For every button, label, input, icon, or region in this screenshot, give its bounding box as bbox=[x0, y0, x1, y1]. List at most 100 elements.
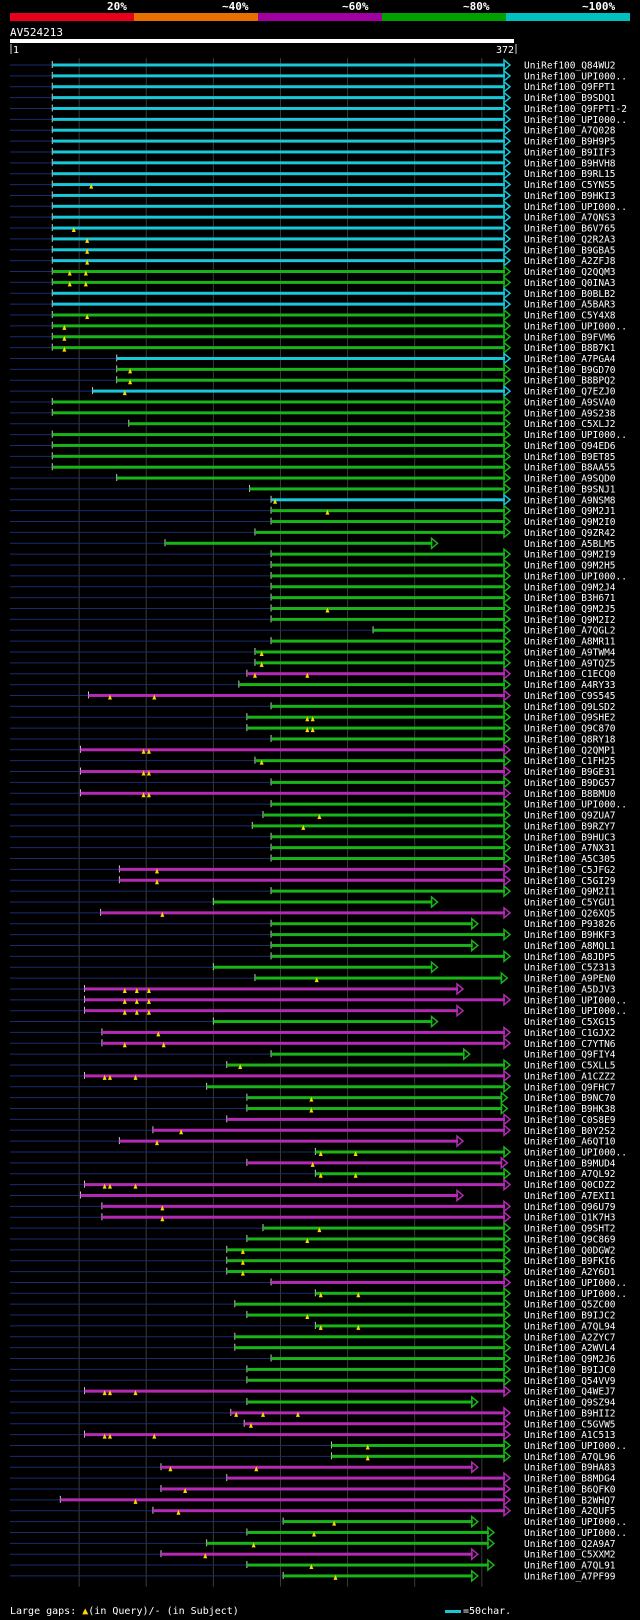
hit-bar bbox=[52, 193, 506, 197]
gap-marker-icon bbox=[154, 868, 159, 874]
hit-arrow bbox=[456, 1004, 465, 1018]
hit-arrow bbox=[503, 949, 512, 963]
gap-marker-icon bbox=[356, 1324, 361, 1330]
hit-bar bbox=[244, 1422, 506, 1426]
hit-bar bbox=[160, 1552, 473, 1556]
hit-bar bbox=[254, 661, 505, 665]
hit-label: UniRef100_B9SDQ1 bbox=[524, 93, 616, 104]
hit-label: UniRef100_Q9SHE2 bbox=[524, 713, 616, 724]
hit-arrow bbox=[503, 1025, 512, 1040]
hit-label: UniRef100_B9GBA5 bbox=[524, 245, 616, 256]
hit-bar bbox=[271, 943, 473, 947]
hit-bar bbox=[238, 683, 505, 687]
hit-label: UniRef100_B9IJC0 bbox=[524, 1365, 616, 1376]
hit-bar bbox=[246, 715, 506, 719]
hit-bar bbox=[271, 922, 473, 926]
hit-arrow bbox=[503, 482, 512, 496]
hit-bar bbox=[271, 846, 505, 850]
hit-label: UniRef100_B9FVM6 bbox=[524, 332, 616, 343]
gap-marker-icon bbox=[85, 248, 90, 254]
hit-bar bbox=[52, 139, 506, 143]
hit-arrow bbox=[503, 547, 512, 561]
hit-bar bbox=[152, 1128, 505, 1132]
hit-arrow bbox=[503, 1471, 512, 1485]
gap-marker-icon bbox=[259, 650, 264, 656]
hit-arrow bbox=[503, 471, 512, 485]
hit-bar bbox=[52, 302, 506, 306]
hit-arrow bbox=[430, 960, 439, 974]
hit-arrow bbox=[503, 351, 512, 366]
hit-bar bbox=[84, 1389, 506, 1393]
gap-marker-icon bbox=[128, 368, 133, 374]
hit-label: UniRef100_UPI000.. bbox=[524, 1006, 627, 1017]
ruler-start-label: 1 bbox=[13, 45, 19, 56]
hit-label: UniRef100_B9HKF3 bbox=[524, 930, 616, 941]
hit-bar bbox=[52, 161, 506, 165]
hit-label: UniRef100_Q9M2I0 bbox=[524, 517, 616, 528]
hit-label: UniRef100_Q96U79 bbox=[524, 1202, 616, 1213]
hit-bar bbox=[84, 1074, 506, 1078]
hit-bar bbox=[271, 933, 505, 937]
hit-bar bbox=[271, 1052, 465, 1056]
hit-arrow bbox=[503, 721, 512, 735]
hit-arrow bbox=[503, 688, 512, 703]
hit-arrow bbox=[503, 210, 512, 224]
hit-label: UniRef100_A8MR11 bbox=[524, 637, 616, 648]
hit-bar bbox=[165, 541, 433, 545]
hit-bar bbox=[52, 411, 506, 415]
hit-bar bbox=[226, 1270, 506, 1274]
hit-arrow bbox=[503, 460, 512, 474]
hit-label: UniRef100_C5GI29 bbox=[524, 876, 616, 887]
hit-arrow bbox=[503, 221, 512, 235]
gap-marker-icon bbox=[234, 1411, 239, 1417]
hit-arrow bbox=[503, 101, 512, 116]
large-gaps-prefix: Large gaps: bbox=[10, 1606, 83, 1617]
hit-arrow bbox=[503, 1330, 512, 1344]
gap-marker-icon bbox=[317, 1227, 322, 1233]
hit-arrow bbox=[503, 1493, 512, 1507]
hit-arrow bbox=[503, 1351, 512, 1366]
hit-label: UniRef100_B2WHQ7 bbox=[524, 1495, 616, 1506]
hit-arrow bbox=[503, 645, 512, 659]
hit-bar bbox=[52, 313, 506, 317]
hit-arrow bbox=[503, 1254, 512, 1268]
hit-label: UniRef100_B9HUC3 bbox=[524, 832, 616, 843]
gap-marker-icon bbox=[146, 987, 151, 993]
hit-bar bbox=[84, 1433, 506, 1437]
hit-arrow bbox=[471, 1460, 479, 1474]
gap-marker-icon bbox=[240, 1270, 245, 1276]
hit-label: UniRef100_Q9LSD2 bbox=[524, 702, 616, 713]
hit-arrow bbox=[456, 982, 465, 996]
gap-marker-icon bbox=[183, 1487, 188, 1493]
hit-arrow bbox=[503, 319, 512, 333]
query-id: AV524213 bbox=[10, 26, 63, 39]
hit-arrow bbox=[503, 1482, 512, 1496]
hit-label: UniRef100_B9IJC2 bbox=[524, 1311, 616, 1322]
hit-bar bbox=[80, 791, 505, 795]
hit-arrow bbox=[503, 667, 512, 681]
hit-arrow bbox=[503, 286, 512, 300]
hit-arrow bbox=[503, 1341, 512, 1355]
hit-bar bbox=[271, 704, 505, 708]
hit-arrow bbox=[503, 1199, 512, 1213]
hit-bar bbox=[52, 226, 506, 230]
scale-label-40: ~40% bbox=[222, 0, 249, 13]
hit-label: UniRef100_A2ZYC7 bbox=[524, 1332, 616, 1343]
hit-arrow bbox=[503, 1243, 512, 1257]
hit-bar bbox=[271, 509, 505, 513]
hit-bar bbox=[249, 487, 505, 491]
gap-marker-icon bbox=[152, 694, 157, 700]
gap-marker-icon bbox=[133, 1498, 138, 1504]
hit-bar bbox=[160, 1465, 473, 1469]
hit-bar bbox=[80, 770, 505, 774]
hit-arrow bbox=[503, 1036, 512, 1050]
hit-bar bbox=[283, 1520, 473, 1524]
hit-bar bbox=[271, 857, 505, 861]
hit-bar bbox=[246, 1400, 473, 1404]
hit-bar bbox=[101, 1041, 506, 1045]
hit-bar bbox=[246, 1161, 503, 1165]
gap-marker-icon bbox=[252, 672, 257, 678]
hit-arrow bbox=[471, 1395, 479, 1409]
gap-marker-icon bbox=[160, 911, 165, 917]
